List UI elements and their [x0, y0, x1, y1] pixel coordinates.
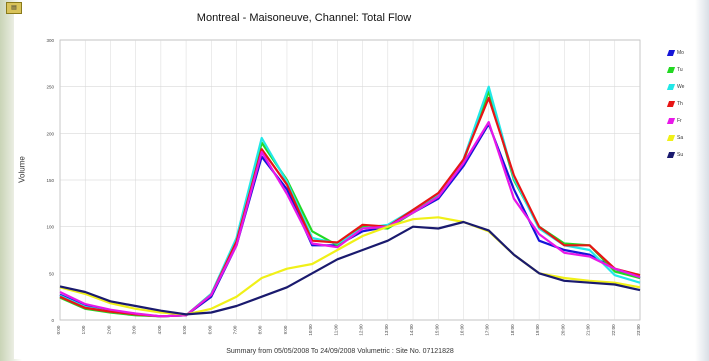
legend-swatch: [666, 66, 676, 73]
x-tick-label: 12:00: [359, 324, 364, 336]
legend-swatch: [666, 151, 676, 158]
x-tick-label: 3:00: [132, 325, 137, 334]
x-tick-label: 14:00: [409, 324, 414, 336]
x-tick-label: 5:00: [182, 325, 187, 334]
series-line-we: [59, 85, 641, 318]
legend-label: Su: [677, 151, 684, 158]
y-tick-label: 250: [46, 85, 54, 90]
x-tick-label: 21:00: [586, 324, 591, 336]
series-line-su: [59, 220, 641, 316]
x-tick-label: 19:00: [535, 324, 540, 336]
series-line-tu: [59, 90, 641, 318]
x-tick-label: 23:00: [636, 324, 641, 336]
x-tick-label: 7:00: [233, 325, 238, 334]
legend-item-fr: Fr: [666, 112, 704, 129]
x-tick-label: 4:00: [157, 325, 162, 334]
x-tick-label: 2:00: [106, 325, 111, 334]
x-tick-label: 13:00: [384, 324, 389, 336]
legend-item-tu: Tu: [666, 61, 704, 78]
legend-label: We: [677, 83, 685, 90]
series-line-th: [59, 96, 641, 318]
x-tick-label: 10:00: [308, 324, 313, 336]
legend-item-we: We: [666, 78, 704, 95]
y-tick-label: 200: [46, 131, 54, 136]
legend-swatch: [666, 49, 676, 56]
series-line-mo: [59, 122, 641, 318]
x-tick-label: 0:00: [56, 325, 61, 334]
series-line-fr: [59, 120, 641, 318]
legend-label: Fr: [677, 117, 682, 124]
x-tick-label: 11:00: [333, 324, 338, 335]
x-tick-label: 22:00: [611, 324, 616, 336]
x-tick-label: 20:00: [560, 324, 565, 336]
y-tick-label: 150: [46, 178, 54, 183]
y-tick-label: 0: [51, 318, 54, 323]
legend-swatch: [666, 83, 676, 90]
chart-window-icon[interactable]: ▤: [6, 2, 22, 14]
x-tick-label: 18:00: [510, 324, 515, 336]
legend-label: Th: [677, 100, 683, 107]
x-tick-label: 9:00: [283, 325, 288, 334]
legend-item-mo: Mo: [666, 44, 704, 61]
chart-footer: Summary from 05/05/2008 To 24/09/2008 Vo…: [226, 348, 454, 355]
series-line-sa: [59, 216, 641, 316]
legend-swatch: [666, 117, 676, 124]
legend-swatch: [666, 134, 676, 141]
y-tick-label: 300: [46, 38, 54, 43]
x-tick-label: 6:00: [207, 325, 212, 334]
chart-legend: Mo Tu We Th Fr Sa Su: [666, 44, 704, 163]
x-tick-label: 1:00: [81, 325, 86, 334]
legend-label: Mo: [677, 49, 684, 56]
legend-label: Tu: [677, 66, 683, 73]
legend-label: Sa: [677, 134, 684, 141]
legend-item-su: Su: [666, 146, 704, 163]
x-tick-label: 8:00: [258, 325, 263, 334]
y-tick-label: 100: [46, 225, 54, 230]
x-tick-label: 17:00: [485, 324, 490, 336]
x-tick-label: 16:00: [459, 324, 464, 336]
legend-item-th: Th: [666, 95, 704, 112]
legend-swatch: [666, 100, 676, 107]
chart-title: Montreal - Maisoneuve, Channel: Total Fl…: [196, 12, 412, 24]
chart-window: [14, 4, 695, 359]
y-tick-label: 50: [49, 271, 55, 276]
x-tick-label: 15:00: [434, 324, 439, 336]
legend-item-sa: Sa: [666, 129, 704, 146]
